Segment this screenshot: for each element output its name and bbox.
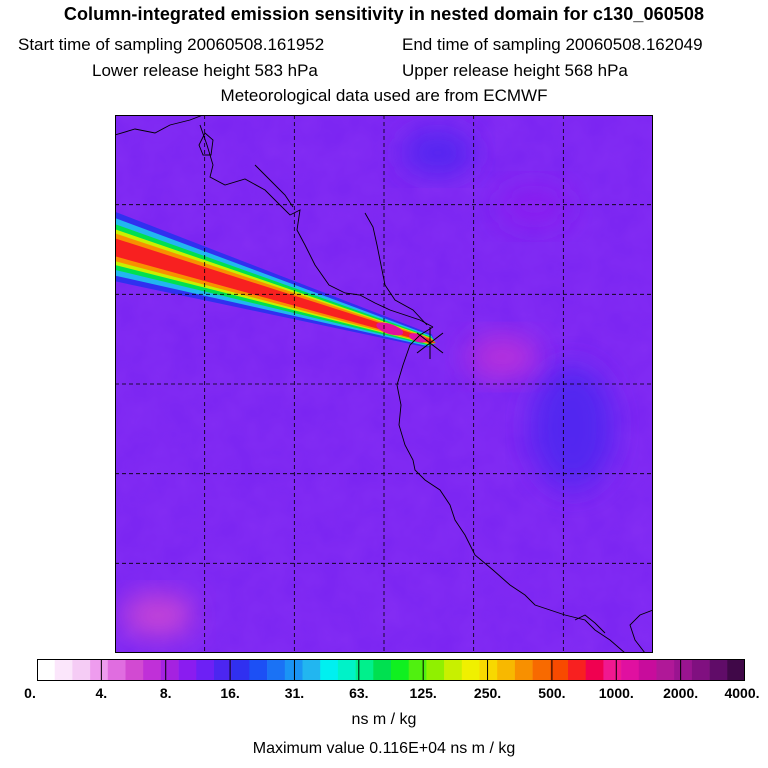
- colorbar-cell: [37, 659, 55, 681]
- end-time-text: End time of sampling 20060508.162049: [402, 35, 703, 54]
- colorbar-cell: [160, 659, 179, 681]
- coastline-path: [364, 212, 428, 326]
- colorbar-cell: [514, 659, 533, 681]
- plume-layer: [115, 211, 436, 348]
- colorbar-cell: [337, 659, 356, 681]
- colorbar-cell: [585, 659, 604, 681]
- colorbar-cell: [727, 659, 745, 681]
- coastline-path: [574, 614, 606, 634]
- colorbar-cell: [54, 659, 73, 681]
- colorbar-cell: [231, 659, 250, 681]
- plume-band: [115, 238, 436, 343]
- colorbar-cell: [656, 659, 675, 681]
- start-time-text: Start time of sampling 20060508.161952: [18, 35, 325, 54]
- colorbar-tick-label: 250.: [473, 685, 502, 701]
- colorbar-cell: [444, 659, 463, 681]
- colorbar-tick-label: 125.: [409, 685, 437, 701]
- colorbar-cell: [550, 659, 569, 681]
- colorbar-cell: [320, 659, 339, 681]
- colorbar-cell: [107, 659, 126, 681]
- colorbar-tick-label: 500.: [538, 685, 566, 701]
- lat-lon-grid: [115, 115, 653, 653]
- colorbar-cell: [373, 659, 392, 681]
- colorbar-cell: [532, 659, 551, 681]
- coastline-path: [198, 132, 214, 156]
- colorbar-cell: [355, 659, 374, 681]
- coastline-path: [199, 124, 434, 328]
- maximum-value-text: Maximum value 0.116E+04 ns m / kg: [252, 740, 516, 757]
- upper-height-text: Upper release height 568 hPa: [402, 61, 628, 80]
- colorbar-tick-label: 4.: [95, 685, 108, 701]
- coastline: [115, 115, 653, 653]
- colorbar-cell: [461, 659, 480, 681]
- sensitivity-region: [530, 365, 615, 490]
- colorbar-cell: [603, 659, 622, 681]
- colorbar-cell: [178, 659, 197, 681]
- colorbar-tick-label: 4000.: [724, 685, 760, 701]
- colorbar: [37, 659, 745, 681]
- sensitivity-region: [466, 335, 539, 380]
- sensitivity-region: [122, 593, 195, 638]
- colorbar-tick-label: 0.: [24, 685, 36, 701]
- chart-title: Column-integrated emission sensitivity i…: [63, 4, 705, 24]
- colorbar-cell: [125, 659, 144, 681]
- colorbar-cell: [267, 659, 286, 681]
- colorbar-tick-label: 16.: [220, 685, 240, 701]
- plume-peak: [409, 333, 427, 343]
- coastline-path: [396, 326, 626, 653]
- colorbar-cell: [302, 659, 321, 681]
- colorbar-units: ns m / kg: [351, 711, 417, 728]
- colorbar-cell: [674, 659, 693, 681]
- sensitivity-region: [401, 130, 474, 175]
- sensitivity-regions: [122, 130, 615, 638]
- colorbar-cell: [196, 659, 215, 681]
- coastline-path: [254, 164, 294, 208]
- colorbar-cell: [638, 659, 657, 681]
- colorbar-cell: [568, 659, 586, 681]
- colorbar-tick-label: 31.: [284, 685, 305, 701]
- colorbar-cell: [426, 659, 445, 681]
- colorbar-tick-label: 8.: [159, 685, 172, 701]
- colorbar-cell: [408, 659, 427, 681]
- colorbar-tick-label: 1000.: [598, 685, 634, 701]
- colorbar-cell: [90, 659, 109, 681]
- coastline-path: [629, 609, 653, 653]
- colorbar-tick-label: 63.: [349, 685, 369, 701]
- plume-peak: [376, 322, 404, 336]
- colorbar-cell: [479, 659, 498, 681]
- colorbar-tick-label: 2000.: [663, 685, 699, 701]
- colorbar-cell: [72, 659, 91, 681]
- colorbar-cell: [621, 659, 640, 681]
- colorbar-cell: [709, 659, 728, 681]
- colorbar-cell: [214, 659, 232, 681]
- colorbar-cell: [143, 659, 162, 681]
- colorbar-cell: [691, 659, 710, 681]
- colorbar-cell: [284, 659, 303, 681]
- sensitivity-region: [498, 184, 571, 229]
- colorbar-cell: [391, 659, 409, 681]
- coastline-path: [115, 115, 204, 136]
- receptor-marker: [416, 327, 444, 359]
- lower-height-text: Lower release height 583 hPa: [92, 61, 318, 80]
- sensitivity-map: [115, 115, 653, 653]
- met-data-text: Meteorological data used are from ECMWF: [220, 86, 548, 105]
- colorbar-cell: [497, 659, 516, 681]
- colorbar-cell: [249, 659, 268, 681]
- map-frame: [115, 115, 653, 653]
